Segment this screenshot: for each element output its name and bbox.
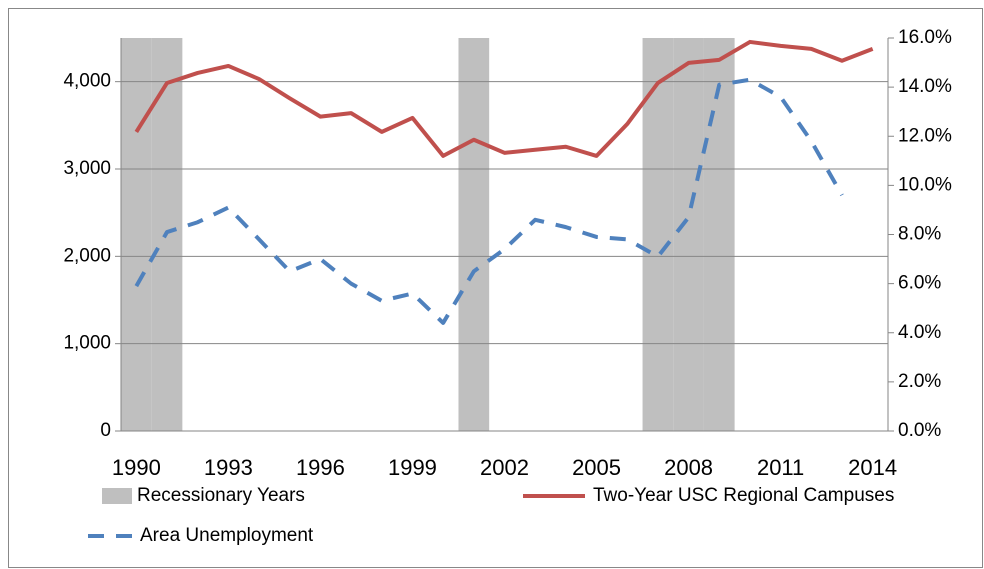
y-tick-label: 2,000 xyxy=(63,245,111,266)
y2-tick-label: 12.0% xyxy=(898,125,952,146)
line-series xyxy=(134,77,844,325)
x-tick-label: 2005 xyxy=(572,455,621,480)
x-tick-label: 1993 xyxy=(204,455,253,480)
legend-label: Area Unemployment xyxy=(140,525,314,546)
y2-tick-label: 14.0% xyxy=(898,76,952,97)
y2-tick-label: 4.0% xyxy=(898,322,941,343)
x-tick-label: 2011 xyxy=(757,455,804,480)
y2-tick-label: 8.0% xyxy=(898,224,941,245)
legend-label: Two-Year USC Regional Campuses xyxy=(593,485,894,506)
y2-tick-label: 0.0% xyxy=(898,420,941,441)
x-tick-label: 1999 xyxy=(388,455,437,480)
y2-tick-label: 2.0% xyxy=(898,371,941,392)
y2-tick-label: 10.0% xyxy=(898,174,952,195)
y2-tick-label: 16.0% xyxy=(898,27,952,48)
y-tick-label: 3,000 xyxy=(63,158,111,179)
bar xyxy=(673,38,704,431)
bar xyxy=(642,38,674,431)
x-tick-label: 2002 xyxy=(480,455,529,480)
y-tick-label: 1,000 xyxy=(63,333,111,354)
y2-tick-label: 6.0% xyxy=(898,273,941,294)
line-series xyxy=(134,39,874,158)
bar xyxy=(121,38,152,431)
legend-label: Recessionary Years xyxy=(137,485,305,506)
y-tick-label: 4,000 xyxy=(63,71,111,92)
x-tick-label: 2008 xyxy=(664,455,713,480)
bar xyxy=(703,38,735,431)
legend-swatch xyxy=(102,488,132,504)
x-tick-label: 1990 xyxy=(112,455,161,480)
bar xyxy=(458,38,490,431)
x-tick-label: 2014 xyxy=(848,455,897,480)
y-tick-label: 0 xyxy=(100,420,111,441)
x-tick-label: 1996 xyxy=(296,455,345,480)
